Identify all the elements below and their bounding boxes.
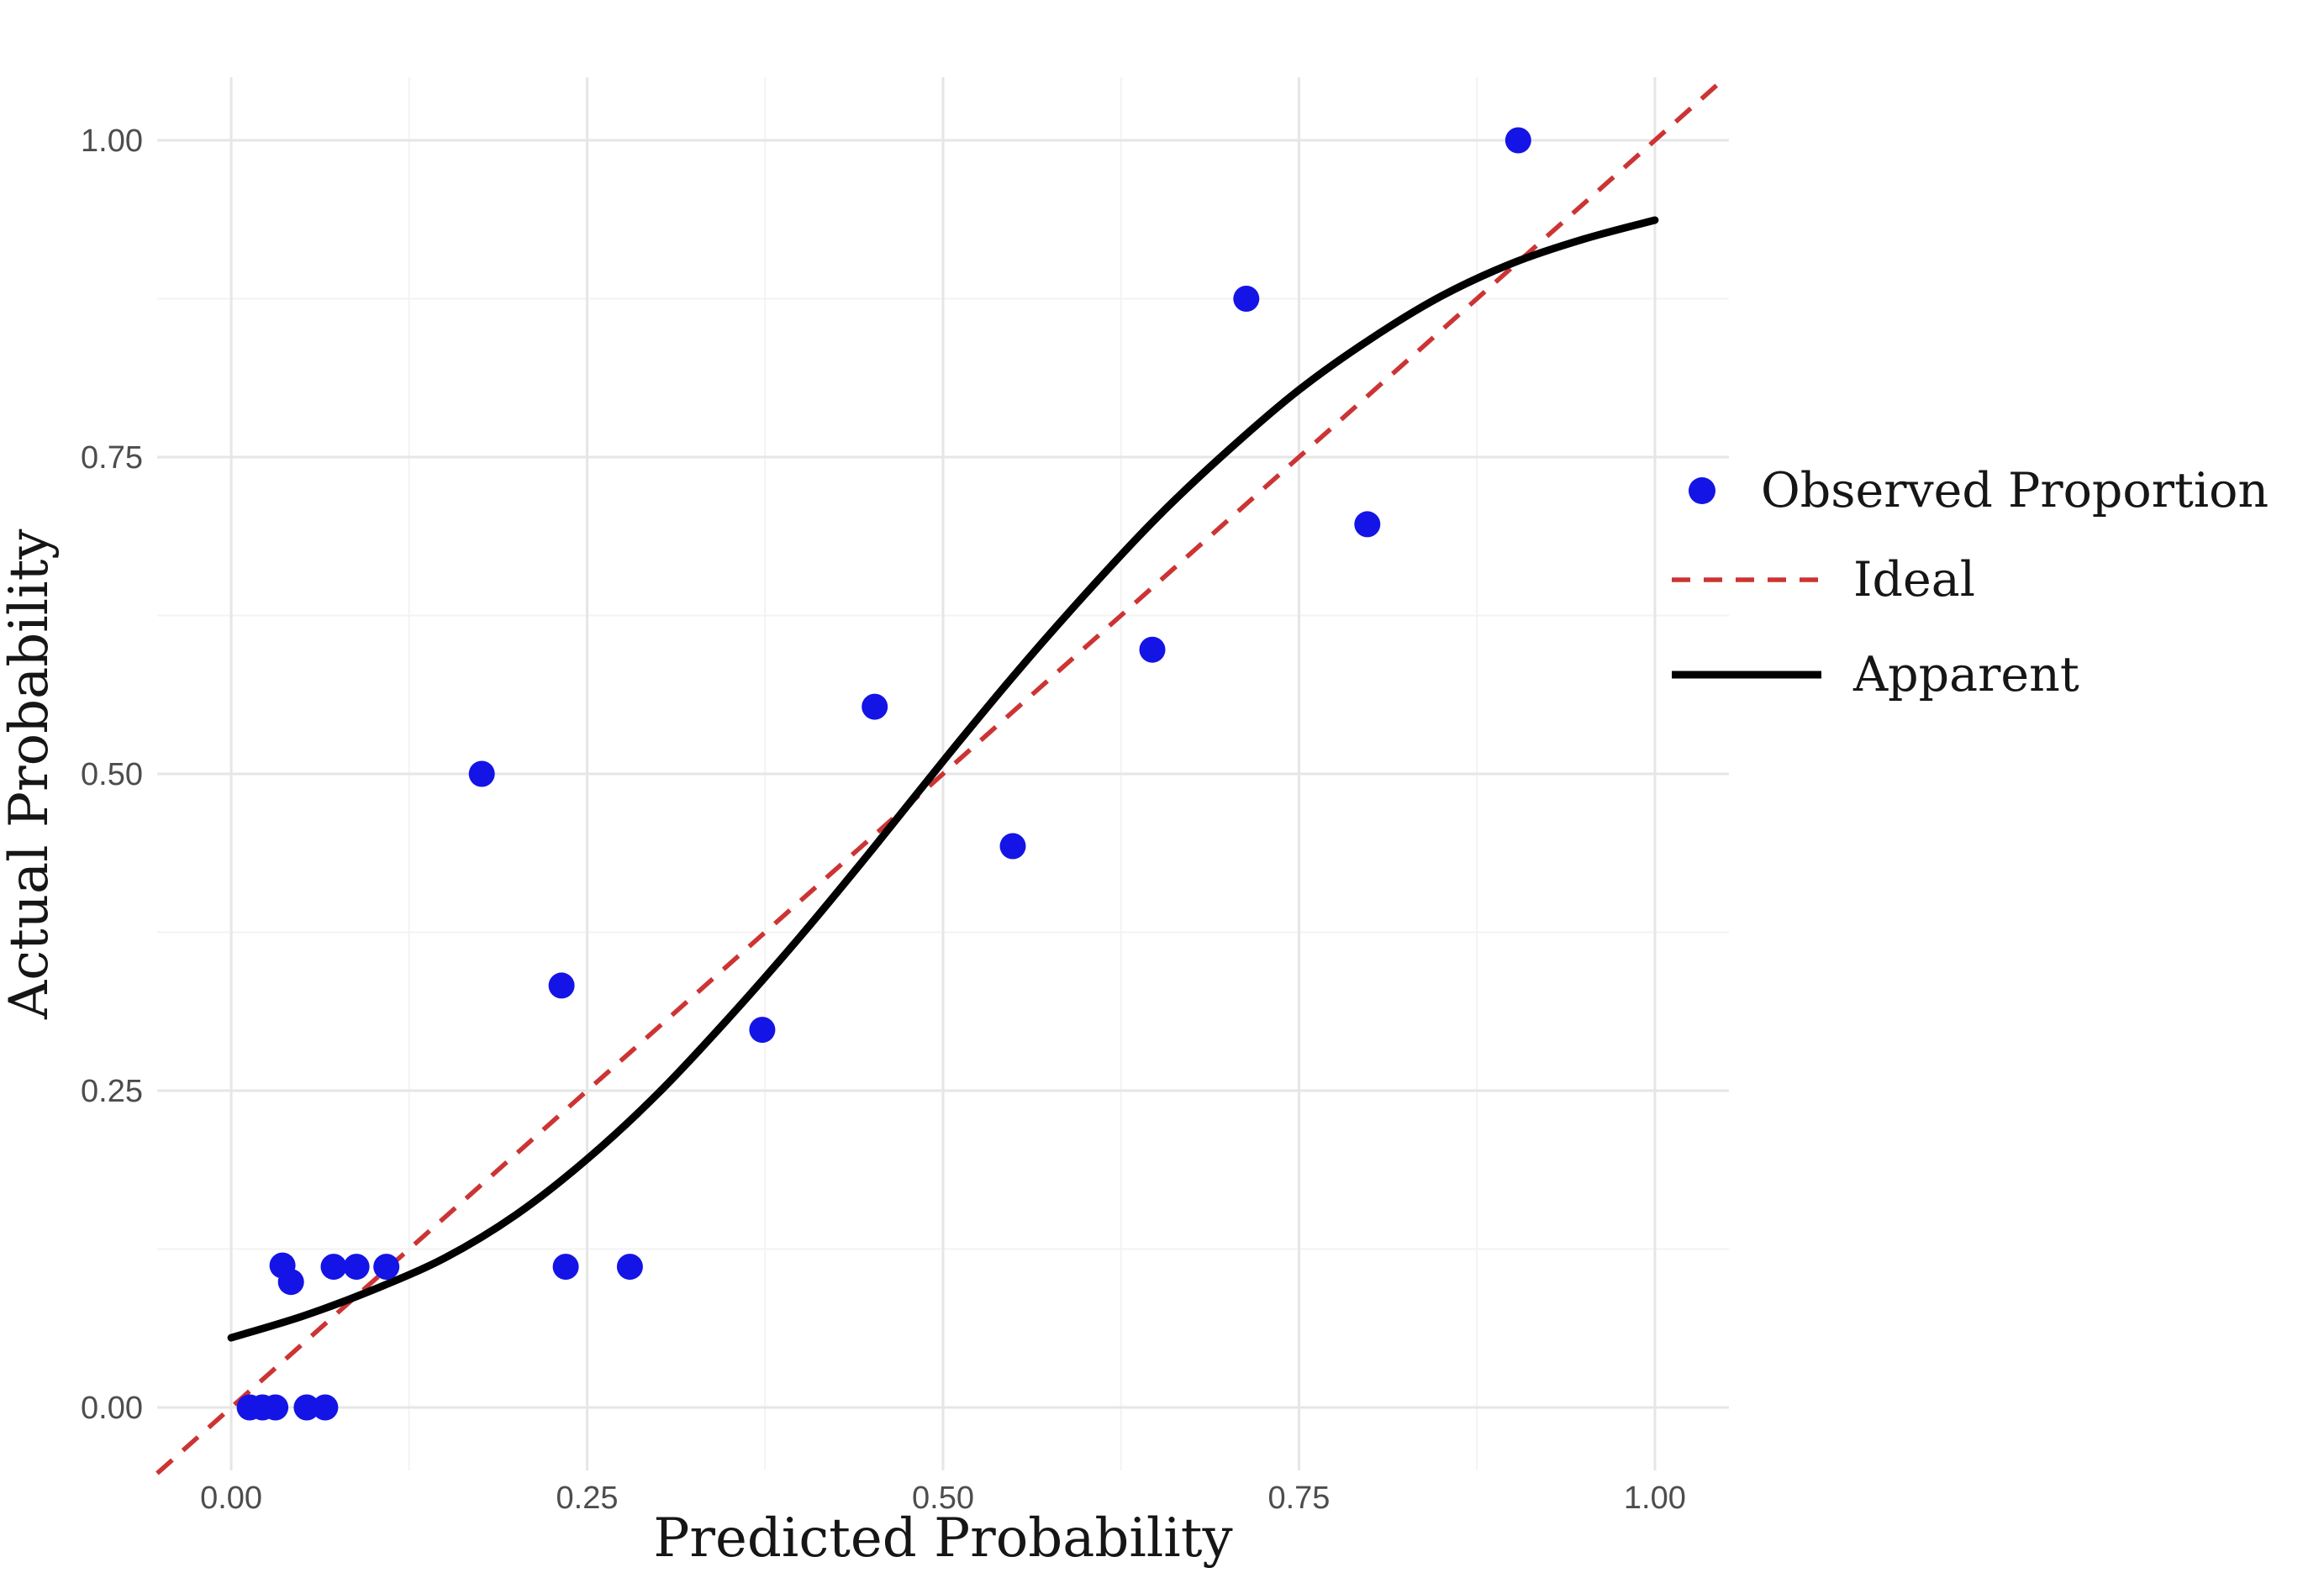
x-tick-label: 0.25: [556, 1481, 619, 1516]
data-point: [373, 1254, 400, 1281]
y-tick-label: 0.00: [81, 1391, 143, 1426]
data-point: [343, 1254, 370, 1281]
scatter-point-icon: [1689, 477, 1715, 504]
x-tick-label: 0.50: [912, 1481, 974, 1516]
y-tick-label: 0.25: [81, 1074, 143, 1109]
data-point: [468, 760, 495, 787]
x-axis-title: Predicted Probability: [653, 1507, 1233, 1570]
ideal-line: [155, 79, 1724, 1475]
legend-entry-observed: Observed Proportion: [1668, 457, 2269, 524]
legend-label-apparent: Apparent: [1853, 647, 2079, 702]
x-tick-label: 0.00: [200, 1481, 262, 1516]
data-point: [616, 1254, 643, 1281]
legend-entry-ideal: Ideal: [1668, 546, 1975, 613]
data-point: [548, 972, 575, 999]
data-point: [262, 1394, 289, 1421]
data-point: [277, 1269, 304, 1296]
data-point: [862, 693, 888, 720]
data-point: [1354, 511, 1381, 538]
legend-label-ideal: Ideal: [1853, 552, 1975, 608]
x-tick-label: 1.00: [1624, 1481, 1686, 1516]
data-point: [312, 1394, 339, 1421]
data-point: [320, 1254, 347, 1281]
x-tick-label: 0.75: [1267, 1481, 1330, 1516]
legend: Observed Proportion Ideal Apparent: [1668, 0, 2324, 1578]
y-axis-title: Actual Probability: [0, 529, 61, 1019]
data-point: [749, 1017, 776, 1044]
data-point: [1233, 286, 1260, 312]
data-point: [999, 833, 1026, 860]
legend-entry-apparent: Apparent: [1668, 641, 2079, 708]
solid-line-icon: [1672, 671, 1821, 679]
data-point: [1139, 636, 1166, 663]
y-tick-label: 0.50: [81, 757, 143, 792]
data-point: [1505, 127, 1531, 154]
y-tick-label: 1.00: [81, 124, 143, 159]
legend-label-observed: Observed Proportion: [1761, 463, 2269, 518]
apparent-curve: [227, 216, 1659, 1342]
data-point: [552, 1254, 579, 1281]
y-tick-label: 0.75: [81, 440, 143, 476]
data-point: [293, 1394, 320, 1421]
dashed-line-icon: [1672, 577, 1821, 582]
